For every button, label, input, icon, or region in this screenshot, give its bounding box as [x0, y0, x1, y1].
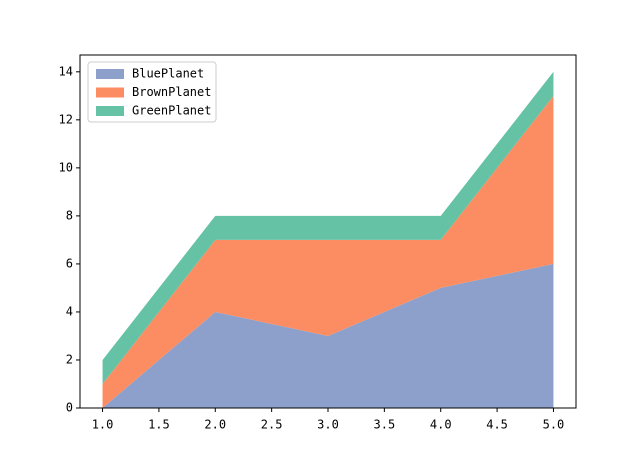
legend-label: BluePlanet [132, 67, 204, 81]
y-tick-label: 6 [66, 256, 73, 270]
y-tick-label: 0 [66, 401, 73, 415]
legend-swatch [96, 106, 124, 116]
area [102, 71, 554, 384]
x-tick-label: 3.5 [374, 418, 396, 432]
x-tick-label: 5.0 [543, 418, 565, 432]
area [102, 263, 554, 408]
y-tick-label: 8 [66, 208, 73, 222]
x-tick-label: 3.0 [317, 418, 339, 432]
y-tick-label: 12 [59, 112, 73, 126]
y-tick-label: 10 [59, 160, 73, 174]
x-tick-label: 4.5 [486, 418, 508, 432]
x-tick-label: 2.0 [204, 418, 226, 432]
legend-swatch [96, 69, 124, 79]
legend-label: BrownPlanet [132, 85, 211, 99]
area [102, 95, 554, 409]
y-tick-label: 2 [66, 352, 73, 366]
x-tick-label: 4.0 [430, 418, 452, 432]
x-tick-label: 1.0 [92, 418, 114, 432]
y-tick-label: 4 [66, 304, 73, 318]
x-tick-label: 2.5 [261, 418, 283, 432]
x-tick-label: 1.5 [148, 418, 170, 432]
y-tick-label: 14 [59, 64, 73, 78]
legend-swatch [96, 87, 124, 98]
legend-label: GreenPlanet [132, 104, 211, 118]
